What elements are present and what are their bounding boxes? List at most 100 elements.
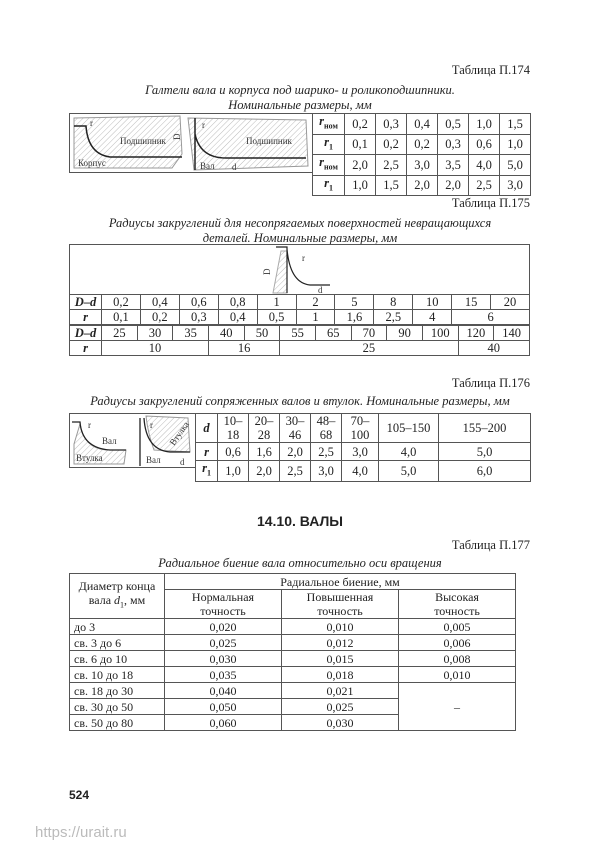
row-label: rном [312, 154, 345, 176]
table-cell: 1,0 [217, 460, 249, 482]
table-cell: 0,3 [178, 309, 219, 325]
table-cell: 0,020 [164, 618, 282, 635]
table-row: r 0,1 0,2 0,3 0,4 0,5 1 1,6 2,5 4 6 [69, 309, 530, 325]
table-cell: 1,5 [375, 174, 407, 196]
table-cell: 2,5 [279, 460, 311, 482]
shaft-label: Вал [200, 161, 215, 171]
D-label: D [262, 268, 272, 275]
table-cell: 10 [412, 294, 453, 310]
table-cell: 0,2 [344, 113, 376, 135]
row-label: r [195, 442, 218, 461]
table-row: св. 3 до 6 0,025 0,012 0,006 [69, 634, 517, 651]
r-label: r [150, 420, 153, 430]
table-cell: 10–18 [217, 413, 249, 443]
table-cell: 90 [386, 325, 423, 341]
caption-line: Номинальные размеры, мм [228, 98, 372, 112]
D-label: D [172, 133, 182, 140]
table-cell: 65 [314, 325, 352, 341]
table-cell: 0,4 [139, 294, 180, 310]
fillet-diagram: r Подшипник D Корпус r Подшипник Вал d [73, 115, 309, 172]
header-diameter: Диаметр конца вала d1, мм [69, 573, 165, 619]
table-cell: 0,4 [406, 113, 438, 135]
table-row: r1 0,1 0,2 0,2 0,3 0,6 1,0 [312, 133, 531, 155]
table-177-number: Таблица П.177 [451, 538, 530, 552]
table-cell: 1,5 [499, 113, 531, 135]
table-175-number: Таблица П.175 [451, 196, 530, 210]
table-175-figure: D r d [69, 244, 530, 295]
table-cell: 2,5 [468, 174, 500, 196]
table-cell: 50 [243, 325, 281, 341]
table-cell: 2 [295, 294, 336, 310]
fillet-diagram: r Вал Втулка r Втулка Вал d [72, 415, 191, 467]
table-cell: 16 [207, 340, 281, 356]
column-header: Повышенная точность [281, 589, 399, 619]
table-cell: 0,040 [164, 682, 282, 699]
table-cell: 3,0 [310, 460, 342, 482]
table-cell: 2,0 [248, 460, 280, 482]
table-cell: 1,0 [344, 174, 376, 196]
table-175-caption: Радиусы закруглений для несопрягаемых по… [60, 216, 540, 246]
table-cell: 4,0 [341, 460, 379, 482]
header-runout: Радиальное биение, мм [163, 573, 517, 590]
row-label: rном [312, 113, 345, 135]
table-row: r1 1,0 2,0 2,5 3,0 4,0 5,0 6,0 [195, 460, 531, 482]
table-176: d 10–18 20–28 30–46 48–68 70–100 105–150 155–20… [195, 413, 531, 482]
table-cell: 0,010 [281, 618, 399, 635]
table-cell: 155–200 [438, 413, 531, 443]
table-cell: св. 6 до 10 [69, 650, 165, 667]
table-cell: 4 [412, 309, 453, 325]
table-cell: 5 [334, 294, 375, 310]
table-175-part1: D–d 0,2 0,4 0,6 0,8 1 2 5 8 10 15 20 r 0,1 0,2 0,3 0,4 0,… [69, 294, 530, 325]
bushing-label: Втулка [76, 453, 103, 463]
table-cell: 1 [295, 309, 336, 325]
table-cell: 15 [451, 294, 492, 310]
table-cell: 0,012 [281, 634, 399, 651]
r-label: r [302, 253, 305, 263]
table-cell: 1,0 [499, 133, 531, 155]
table-cell: 0,8 [217, 294, 258, 310]
row-label: r1 [312, 174, 345, 196]
table-row: св. 10 до 18 0,035 0,018 0,010 [69, 666, 517, 683]
table-cell: 0,5 [256, 309, 297, 325]
table-cell: св. 30 до 50 [69, 698, 165, 715]
table-row: D–d 25 30 35 40 50 55 65 70 90 100 120 140 [69, 325, 530, 341]
table-cell: 30–46 [279, 413, 311, 443]
table-176-caption: Радиусы закруглений сопряженных валов и … [90, 394, 510, 408]
row-label: d [195, 413, 218, 443]
table-177-caption: Радиальное биение вала относительно оси … [158, 556, 442, 570]
table-cell: 5,0 [438, 442, 531, 461]
row-label: r [69, 340, 102, 356]
table-cell: 2,0 [406, 174, 438, 196]
table-cell: 2,5 [310, 442, 342, 461]
table-175-part2: D–d 25 30 35 40 50 55 65 70 90 100 120 140 r 10 16 25 40 [69, 325, 531, 356]
table-cell: 0,006 [397, 634, 517, 651]
caption-line: Галтели вала и корпуса под шарико- и рол… [145, 83, 455, 97]
table-cell: св. 50 до 80 [69, 714, 165, 731]
table-174-caption: Галтели вала и корпуса под шарико- и рол… [60, 83, 540, 113]
column-header: Высокая точность [397, 589, 517, 619]
table-177: Диаметр конца вала d1, мм Радиальное биен… [69, 573, 517, 731]
table-cell: 3,5 [437, 154, 469, 176]
row-label: r1 [312, 133, 345, 155]
table-cell: 1,6 [248, 442, 280, 461]
table-cell: 4,0 [378, 442, 439, 461]
table-cell: до 3 [69, 618, 165, 635]
d-label: d [318, 285, 323, 294]
fillet-diagram: D r d [262, 246, 330, 295]
table-cell: 0,2 [139, 309, 180, 325]
table-cell: св. 10 до 18 [69, 666, 165, 683]
table-cell: 0,3 [437, 133, 469, 155]
table-cell: 70–100 [341, 413, 379, 443]
table-cell: 0,025 [164, 634, 282, 651]
row-label: r [69, 309, 102, 325]
table-cell: 0,018 [281, 666, 399, 683]
table-cell: 0,030 [281, 714, 399, 731]
table-cell: 0,4 [217, 309, 258, 325]
table-cell: 0,6 [468, 133, 500, 155]
table-cell: 2,0 [344, 154, 376, 176]
table-cell: 0,6 [178, 294, 219, 310]
table-cell: 0,015 [281, 650, 399, 667]
table-cell: 35 [172, 325, 209, 341]
table-row: r1 1,0 1,5 2,0 2,0 2,5 3,0 [312, 174, 531, 196]
table-cell: 20–28 [248, 413, 280, 443]
